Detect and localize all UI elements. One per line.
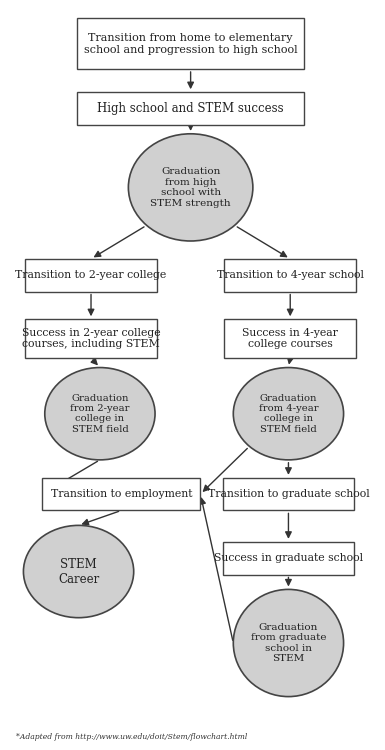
Text: Success in 2-year college
courses, including STEM: Success in 2-year college courses, inclu… xyxy=(22,328,160,350)
Text: Transition to 2-year college: Transition to 2-year college xyxy=(15,270,167,280)
Text: Transition to graduate school: Transition to graduate school xyxy=(208,489,369,499)
FancyBboxPatch shape xyxy=(223,478,354,511)
FancyBboxPatch shape xyxy=(77,19,305,69)
Text: Transition from home to elementary
school and progression to high school: Transition from home to elementary schoo… xyxy=(84,33,298,55)
Text: Transition to 4-year school: Transition to 4-year school xyxy=(217,270,364,280)
FancyBboxPatch shape xyxy=(223,542,354,574)
FancyBboxPatch shape xyxy=(42,478,201,511)
Text: Graduation
from 2-year
college in
STEM field: Graduation from 2-year college in STEM f… xyxy=(70,394,130,433)
Ellipse shape xyxy=(128,134,253,241)
Text: Success in 4-year
college courses: Success in 4-year college courses xyxy=(242,328,338,350)
Text: Success in graduate school: Success in graduate school xyxy=(214,554,363,563)
Ellipse shape xyxy=(23,526,134,618)
Text: High school and STEM success: High school and STEM success xyxy=(97,102,284,115)
FancyBboxPatch shape xyxy=(25,320,157,358)
FancyBboxPatch shape xyxy=(77,92,305,124)
Text: Graduation
from 4-year
college in
STEM field: Graduation from 4-year college in STEM f… xyxy=(259,394,318,433)
Ellipse shape xyxy=(233,590,343,697)
Ellipse shape xyxy=(233,368,343,460)
FancyBboxPatch shape xyxy=(25,259,157,292)
Text: Transition to employment: Transition to employment xyxy=(50,489,192,499)
Text: Graduation
from high
school with
STEM strength: Graduation from high school with STEM st… xyxy=(150,167,231,208)
FancyBboxPatch shape xyxy=(224,259,356,292)
Text: Graduation
from graduate
school in
STEM: Graduation from graduate school in STEM xyxy=(251,623,326,663)
Ellipse shape xyxy=(45,368,155,460)
Text: STEM
Career: STEM Career xyxy=(58,557,99,586)
Text: *Adapted from http://www.uw.edu/doit/Stem/flowchart.html: *Adapted from http://www.uw.edu/doit/Ste… xyxy=(16,734,248,741)
FancyBboxPatch shape xyxy=(224,320,356,358)
